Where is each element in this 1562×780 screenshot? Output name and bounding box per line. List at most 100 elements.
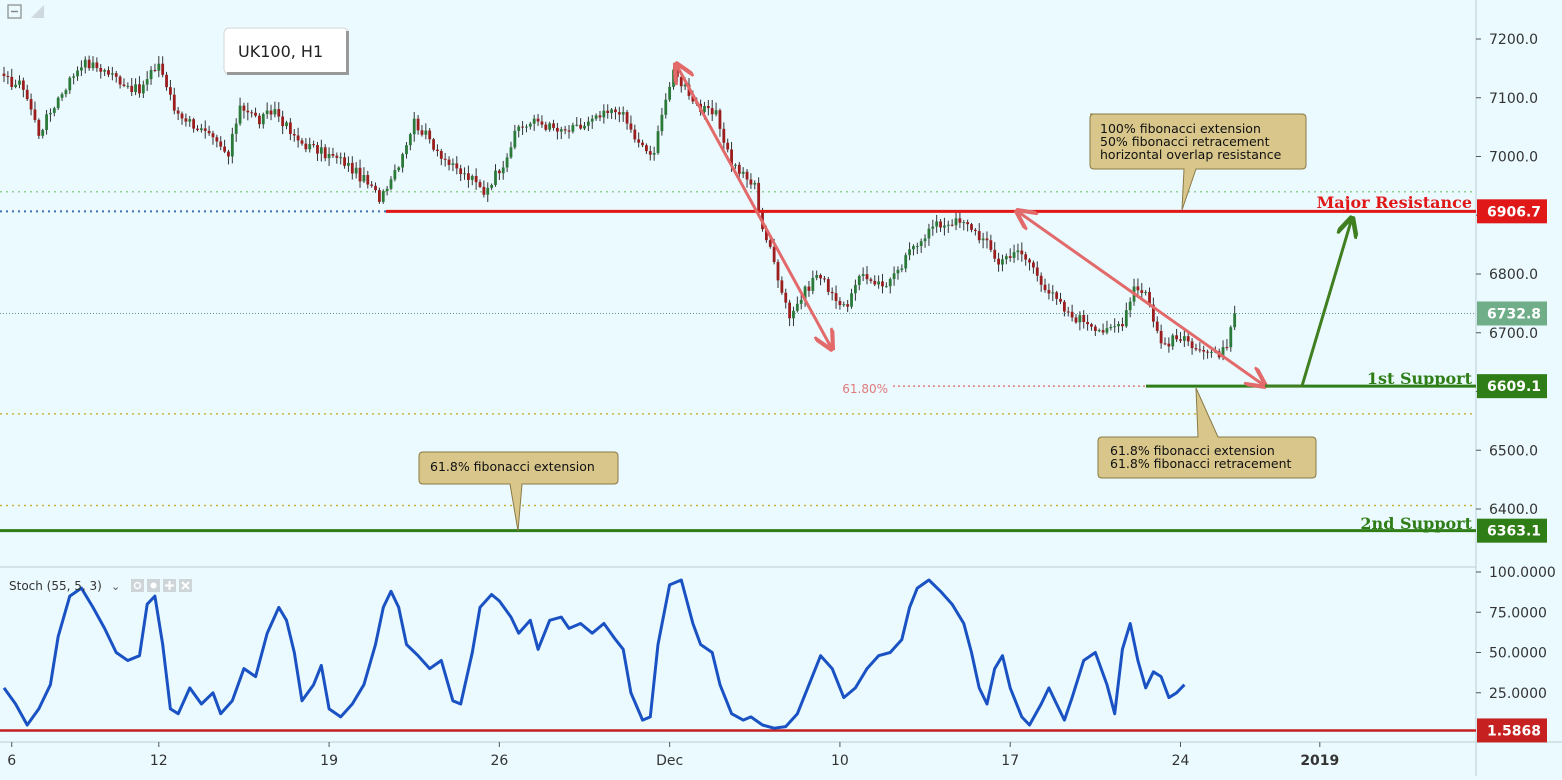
- candle-body: [1055, 292, 1059, 299]
- fib-level-label: 61.80%: [842, 382, 888, 396]
- candle-body: [130, 85, 134, 93]
- candle-body: [645, 145, 648, 152]
- candle-body: [1206, 351, 1209, 353]
- candle-body: [397, 167, 401, 171]
- gear-icon[interactable]: [147, 579, 160, 592]
- collapse-pane-icon[interactable]: [7, 4, 22, 19]
- candle-body: [567, 130, 571, 132]
- candle-body: [892, 273, 896, 280]
- candle-body: [819, 274, 822, 279]
- candle-body: [1001, 259, 1004, 265]
- stoch-legend-label: Stoch (55, 5, 3): [9, 579, 102, 593]
- stochastic-indicator: [0, 578, 1476, 732]
- candle-body: [25, 89, 29, 100]
- candle-body: [625, 112, 629, 124]
- candle-body: [184, 118, 188, 122]
- settings-icon[interactable]: [131, 579, 144, 592]
- stoch-level-tag: 1.5868: [1487, 723, 1541, 739]
- price-axis[interactable]: 7200.07100.07000.06900.06800.06700.06600…: [1476, 32, 1538, 518]
- candle-body: [997, 258, 1000, 265]
- candle-body: [1086, 321, 1089, 325]
- candle-body: [931, 226, 935, 229]
- candle-body: [370, 184, 374, 186]
- candle-body: [888, 279, 892, 287]
- drop-arrow: [676, 64, 832, 349]
- candle-body: [319, 147, 323, 154]
- candle-body: [548, 123, 552, 130]
- candle-body: [962, 222, 966, 224]
- symbol-label-box[interactable]: UK100, H1: [223, 27, 349, 75]
- price-tick-label: 6400.0: [1489, 502, 1538, 518]
- chevron-down-icon[interactable]: ⌄: [111, 580, 120, 593]
- candle-body: [583, 125, 586, 129]
- time-axis[interactable]: 6 12 19 26 Dec 10 17 24 2019: [7, 742, 1339, 769]
- major-resistance-price-tag-bg: [1477, 199, 1547, 224]
- candle-body: [192, 119, 196, 129]
- candle-body: [21, 80, 25, 90]
- candle-body: [110, 73, 114, 75]
- candle-body: [455, 163, 459, 169]
- candle-body: [381, 191, 385, 202]
- candle-body: [1202, 350, 1206, 352]
- candle-body: [1229, 327, 1233, 348]
- candle-body: [521, 126, 524, 128]
- candle-body: [509, 147, 513, 158]
- price-pane[interactable]: [0, 0, 1476, 566]
- stoch-pane[interactable]: [0, 568, 1476, 740]
- candle-body: [172, 94, 176, 111]
- stoch-tick-label: 100.0000: [1489, 565, 1556, 581]
- candle-body: [532, 118, 536, 124]
- stoch-legend[interactable]: Stoch (55, 5, 3) ⌄: [9, 579, 192, 593]
- candle-body: [838, 300, 842, 306]
- candle-body: [56, 97, 60, 109]
- candle-body: [912, 246, 915, 250]
- candle-body: [792, 310, 795, 319]
- candle-body: [1128, 301, 1132, 311]
- candle-body: [122, 84, 126, 86]
- trend-arrows: [676, 64, 1352, 386]
- candle-body: [614, 109, 617, 113]
- candle-body: [846, 304, 850, 307]
- candle-body: [966, 222, 970, 225]
- last-price-tag-bg: [1477, 301, 1547, 326]
- candle-body: [331, 153, 335, 156]
- drawing-tool-icon[interactable]: [31, 5, 44, 18]
- candle-body: [304, 143, 308, 150]
- candle-body: [494, 170, 497, 186]
- candle-body: [896, 269, 900, 274]
- candle-body: [1074, 317, 1078, 323]
- candle-body: [64, 90, 68, 95]
- candle-body: [706, 105, 710, 109]
- candle-body: [157, 63, 161, 71]
- support1-note-line-2: 61.8% fibonacci retracement: [1110, 456, 1292, 471]
- close-icon[interactable]: [179, 579, 192, 592]
- candle-body: [261, 114, 265, 125]
- candle-body: [354, 167, 358, 174]
- candle-body: [242, 105, 246, 111]
- candle-body: [45, 114, 48, 130]
- candle-body: [343, 157, 346, 166]
- candle-body: [977, 231, 981, 241]
- candle-body: [621, 112, 625, 115]
- support1-note-line-1: 61.8% fibonacci extension: [1110, 443, 1275, 458]
- candle-body: [513, 130, 517, 148]
- candle-body: [741, 171, 745, 174]
- candle-body: [950, 224, 954, 226]
- candle-body: [1105, 328, 1109, 333]
- candle-body: [927, 228, 931, 239]
- candle-body: [1225, 347, 1229, 349]
- candle-body: [935, 221, 939, 227]
- candle-body: [6, 76, 10, 78]
- add-icon[interactable]: [163, 579, 176, 592]
- candle-body: [904, 255, 908, 269]
- candle-body: [1078, 315, 1082, 323]
- candle-body: [316, 145, 319, 154]
- stoch-axis[interactable]: 100.0000 75.0000 50.0000 25.0000: [1476, 565, 1556, 702]
- candle-body: [1155, 321, 1159, 331]
- time-tick-label: 6: [7, 753, 16, 769]
- second-support-label: 2nd Support: [1360, 514, 1472, 533]
- candle-body: [1171, 335, 1175, 347]
- candle-body: [327, 153, 331, 159]
- candle-body: [91, 62, 95, 69]
